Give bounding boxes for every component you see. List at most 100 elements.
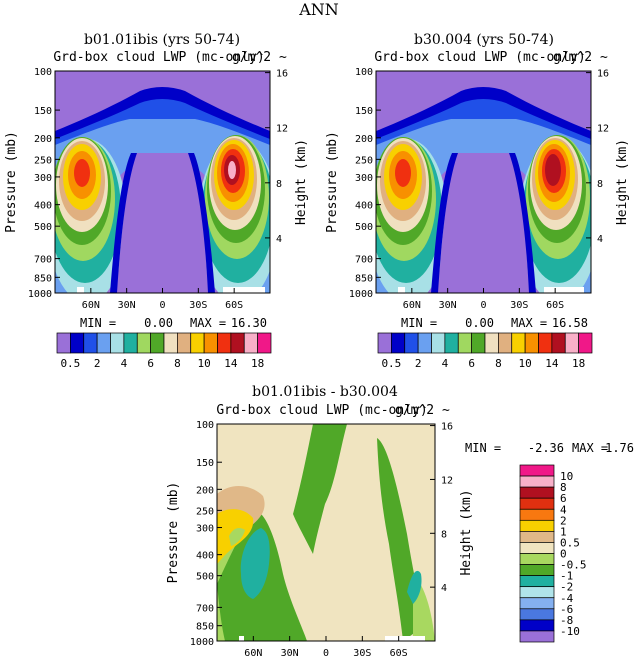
height-tick-label: 12 <box>597 124 609 135</box>
colorbar-label: 6 <box>560 492 567 505</box>
colorbar-swatch <box>519 586 555 599</box>
plot-2-center-trough <box>438 153 529 293</box>
panel-1-max-label: MAX = <box>190 316 226 330</box>
panel-3-subtitle: Grd-box cloud LWP (mc-only) <box>216 403 427 418</box>
panel-2-max-label: MAX = <box>511 316 547 330</box>
panel-3-min-value: -2.36 <box>528 441 564 455</box>
plot-3-green-dark-centre <box>293 424 347 554</box>
colorbar-label: 8 <box>174 357 181 370</box>
colorbar-swatch <box>177 332 192 354</box>
colorbar-swatch <box>457 332 472 354</box>
colorbar-swatch <box>519 608 555 621</box>
plot-2-missing-right <box>544 287 584 293</box>
pressure-tick-label: 150 <box>34 106 52 117</box>
colorbar-label: 4 <box>560 503 567 516</box>
colorbar-label: 0.5 <box>60 357 80 370</box>
pressure-tick-label: 700 <box>34 255 52 266</box>
colorbar-label: 8 <box>495 357 502 370</box>
pressure-tick-label: 300 <box>196 524 214 535</box>
height-tick-label: 16 <box>276 69 288 80</box>
height-tick-label: 8 <box>276 179 282 190</box>
panel-2-subtitle: Grd-box cloud LWP (mc-only) <box>374 50 585 65</box>
colorbar-label: 18 <box>251 357 264 370</box>
colorbar-label: 10 <box>519 357 532 370</box>
pressure-tick-label: 400 <box>34 201 52 212</box>
colorbar-label: 4 <box>442 357 449 370</box>
colorbar-swatch <box>538 332 553 354</box>
pressure-tick-label: 150 <box>355 106 373 117</box>
panel-3-max-label: MAX = <box>572 441 608 455</box>
lat-tick-label: 60S <box>225 300 243 311</box>
plot-1-center-trough <box>117 153 208 293</box>
pressure-tick-label: 300 <box>34 173 52 184</box>
pressure-tick-label: 100 <box>355 67 373 78</box>
colorbar-label: 6 <box>147 357 154 370</box>
colorbar-swatch <box>404 332 419 354</box>
colorbar-swatch <box>519 519 555 532</box>
colorbar-label: -4 <box>560 592 574 605</box>
colorbar-swatch <box>150 332 165 354</box>
panel-1-units-overlay: g/m^2 ~ <box>232 50 287 65</box>
plot-3-missing-left <box>239 636 244 641</box>
lat-tick-label: 30N <box>281 648 299 659</box>
colorbar-swatch <box>524 332 539 354</box>
height-tick-label: 8 <box>597 179 603 190</box>
colorbar-swatch <box>257 332 272 354</box>
height-tick-label: 16 <box>441 422 453 433</box>
colorbar-swatch <box>519 475 555 488</box>
panel-3-title: b01.01ibis - b30.004 <box>252 384 398 400</box>
colorbar-swatch <box>519 575 555 588</box>
colorbar-label: 2 <box>94 357 101 370</box>
pressure-tick-label: 400 <box>355 201 373 212</box>
panel-2-min-label: MIN = <box>401 316 437 330</box>
pressure-tick-label: 250 <box>196 506 214 517</box>
colorbar-swatch <box>123 332 138 354</box>
panel-2-title: b30.004 (yrs 50-74) <box>414 32 554 48</box>
colorbar-swatch <box>519 542 555 554</box>
colorbar-label: 10 <box>560 470 573 483</box>
colorbar-label: 6 <box>468 357 475 370</box>
colorbar-swatch <box>564 332 579 354</box>
lat-tick-label: 30S <box>189 300 207 311</box>
colorbar-label: -10 <box>560 625 580 638</box>
panel-2: b30.004 (yrs 50-74) Grd-box cloud LWP (m… <box>325 32 630 370</box>
pressure-tick-label: 850 <box>34 273 52 284</box>
lat-tick-label: 0 <box>159 300 165 311</box>
height-tick-label: 8 <box>441 529 447 540</box>
pressure-tick-label: 400 <box>196 551 214 562</box>
colorbar-label: 14 <box>224 357 238 370</box>
page-title: ANN <box>298 0 339 19</box>
lat-tick-label: 60N <box>82 300 100 311</box>
colorbar-swatch <box>377 332 392 354</box>
pressure-tick-label: 700 <box>196 603 214 614</box>
height-tick-label: 16 <box>597 69 609 80</box>
panel-3: b01.01ibis - b30.004 Grd-box cloud LWP (… <box>166 384 634 659</box>
plot-1-left-band-9 <box>74 159 90 187</box>
colorbar-swatch <box>511 332 526 354</box>
colorbar-label: 0.5 <box>381 357 401 370</box>
pressure-tick-label: 850 <box>196 622 214 633</box>
pressure-axis-title: Pressure (mb) <box>325 131 340 233</box>
panel-2-axes: 100 150 200 250 300 400 500 700 850 1000 16 12 8 4 60N… <box>325 67 630 311</box>
lat-tick-label: 30S <box>353 648 371 659</box>
colorbar-label: 14 <box>545 357 559 370</box>
colorbar-label: -2 <box>560 581 573 594</box>
colorbar-label: -6 <box>560 603 573 616</box>
plot-3-teal-band <box>240 528 270 599</box>
pressure-tick-label: 1000 <box>28 289 52 300</box>
colorbar-label: 0.5 <box>560 536 580 549</box>
lat-tick-label: 60S <box>390 648 408 659</box>
panel-3-min-label: MIN = <box>465 441 501 455</box>
colorbar-swatch <box>203 332 218 354</box>
panel-3-max-value: 1.76 <box>605 441 634 455</box>
pressure-tick-label: 1000 <box>190 637 214 648</box>
pressure-tick-label: 250 <box>355 155 373 166</box>
pressure-tick-label: 100 <box>196 420 214 431</box>
pressure-tick-label: 200 <box>196 485 214 496</box>
lat-tick-label: 60N <box>244 648 262 659</box>
plot-2-left-band-9 <box>395 159 411 187</box>
colorbar-label: -1 <box>560 570 573 583</box>
colorbar-label: 1 <box>560 525 567 538</box>
pressure-tick-label: 300 <box>355 173 373 184</box>
pressure-tick-label: 700 <box>355 255 373 266</box>
